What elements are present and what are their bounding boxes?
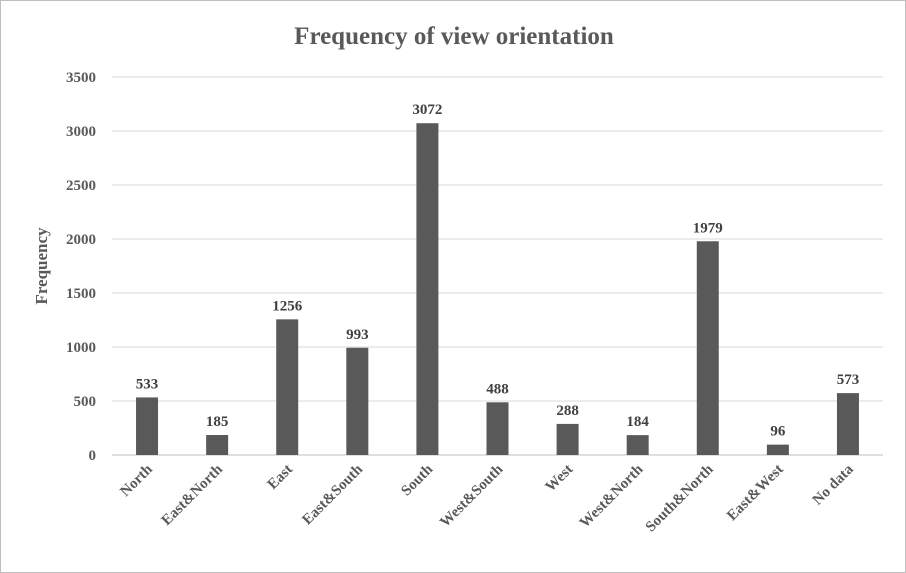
- bars: [136, 123, 859, 455]
- x-tick-label: North: [117, 461, 156, 500]
- y-axis-label: Frequency: [32, 227, 51, 305]
- bar: [836, 393, 859, 455]
- bar: [766, 444, 789, 455]
- y-tick-label: 3000: [66, 124, 96, 140]
- y-tick-label: 2500: [66, 178, 96, 194]
- data-label: 1256: [272, 298, 303, 314]
- gridlines: [112, 76, 883, 456]
- x-tick-label: West&South: [437, 461, 507, 531]
- x-tick-labels: North East&North East East&South South West&S…: [117, 461, 857, 535]
- x-tick-label: West: [543, 462, 577, 496]
- x-tick-label: East&West: [724, 462, 787, 525]
- x-tick-label: West&North: [577, 461, 647, 531]
- data-labels: 533 185 1256 993 3072 488 288 184 1979 96 573: [136, 102, 859, 439]
- bar: [556, 423, 579, 455]
- bar: [626, 435, 649, 455]
- y-tick-label: 1000: [66, 340, 96, 356]
- x-tick-label: No data: [810, 461, 857, 508]
- data-label: 573: [837, 372, 860, 388]
- chart-title: Frequency of view orientation: [294, 23, 614, 50]
- bar: [276, 319, 299, 455]
- bar: [416, 123, 439, 455]
- x-tick-label: East&South: [299, 461, 366, 528]
- bar: [346, 347, 369, 455]
- x-tick-label: East: [265, 462, 296, 493]
- data-label: 1979: [693, 220, 723, 236]
- data-label: 533: [136, 376, 159, 392]
- data-label: 3072: [412, 102, 442, 118]
- x-tick-label: South&North: [643, 461, 717, 535]
- x-tick-label: South: [398, 461, 436, 499]
- data-label: 488: [486, 381, 509, 397]
- y-tick-label: 500: [74, 394, 97, 410]
- y-tick-label: 1500: [66, 286, 96, 302]
- bar: [486, 402, 509, 455]
- data-label: 288: [556, 403, 579, 419]
- data-label: 185: [206, 414, 229, 430]
- data-label: 993: [346, 327, 369, 343]
- y-tick-label: 2000: [66, 232, 96, 248]
- data-label: 96: [770, 424, 786, 440]
- x-tick-label: East&North: [159, 461, 227, 529]
- data-label: 184: [626, 414, 649, 430]
- bar: [136, 397, 159, 455]
- y-tick-labels: 0 500 1000 1500 2000 2500 3000 3500: [66, 70, 96, 464]
- bar: [206, 435, 229, 455]
- bar: [696, 241, 719, 455]
- y-tick-label: 0: [89, 448, 97, 464]
- y-tick-label: 3500: [66, 70, 96, 86]
